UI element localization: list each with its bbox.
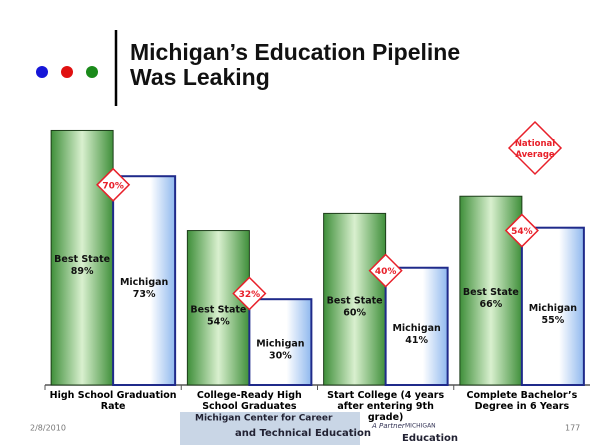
data-label: 60% [343, 308, 366, 319]
legend-label: National Average [515, 139, 555, 160]
data-label: 54% [207, 316, 230, 327]
bar [50, 129, 114, 386]
bar [186, 230, 250, 386]
bar [384, 266, 449, 386]
category-label: High School Graduation Rate [49, 390, 177, 412]
category-label: College-Ready High School Graduates [196, 390, 302, 412]
dot [36, 66, 48, 78]
dot [86, 66, 98, 78]
data-label: 40% [375, 267, 397, 277]
slide-title: Michigan’s Education Pipeline Was Leakin… [130, 39, 461, 90]
national-average-marker [368, 253, 403, 288]
data-label: 32% [239, 290, 261, 300]
bar [520, 226, 585, 386]
logo-text: A Partner [371, 422, 406, 430]
data-label: 66% [480, 299, 503, 310]
category-label: Complete Bachelor’s Degree in 6 Years [466, 390, 578, 412]
national-average-marker [96, 167, 131, 202]
logo-text: Michigan Center for Career [195, 414, 333, 424]
bar-series-label: Michigan [529, 303, 578, 314]
bar-series-label: Best State [463, 287, 519, 298]
logo-text: MICHIGAN [405, 423, 436, 430]
legend-marker [507, 120, 563, 176]
data-label: 89% [71, 266, 94, 277]
logo-band [180, 412, 360, 445]
footer-date: 2/8/2010 [30, 424, 66, 433]
national-average-marker [232, 276, 267, 311]
national-average-marker [504, 213, 539, 248]
bar-series-label: Michigan [120, 277, 169, 288]
bar-series-label: Best State [190, 304, 246, 315]
data-label: 41% [405, 335, 428, 346]
data-label: 54% [511, 227, 533, 237]
footer-page: 177 [565, 424, 580, 433]
bar-series-label: Best State [327, 296, 383, 307]
dot [61, 66, 73, 78]
category-label: Start College (4 years after entering 9t… [327, 390, 445, 423]
bar-series-label: Michigan [392, 323, 441, 334]
data-label: 55% [542, 315, 565, 326]
logo-text: Education [402, 433, 458, 444]
bar-series-label: Best State [54, 254, 110, 265]
data-label: 73% [133, 289, 156, 300]
bar [112, 175, 177, 386]
logo-text: and Technical Education [235, 428, 371, 439]
bar-series-label: Michigan [256, 339, 305, 350]
data-label: 70% [102, 181, 124, 191]
bar [248, 298, 313, 387]
data-label: 30% [269, 351, 292, 362]
